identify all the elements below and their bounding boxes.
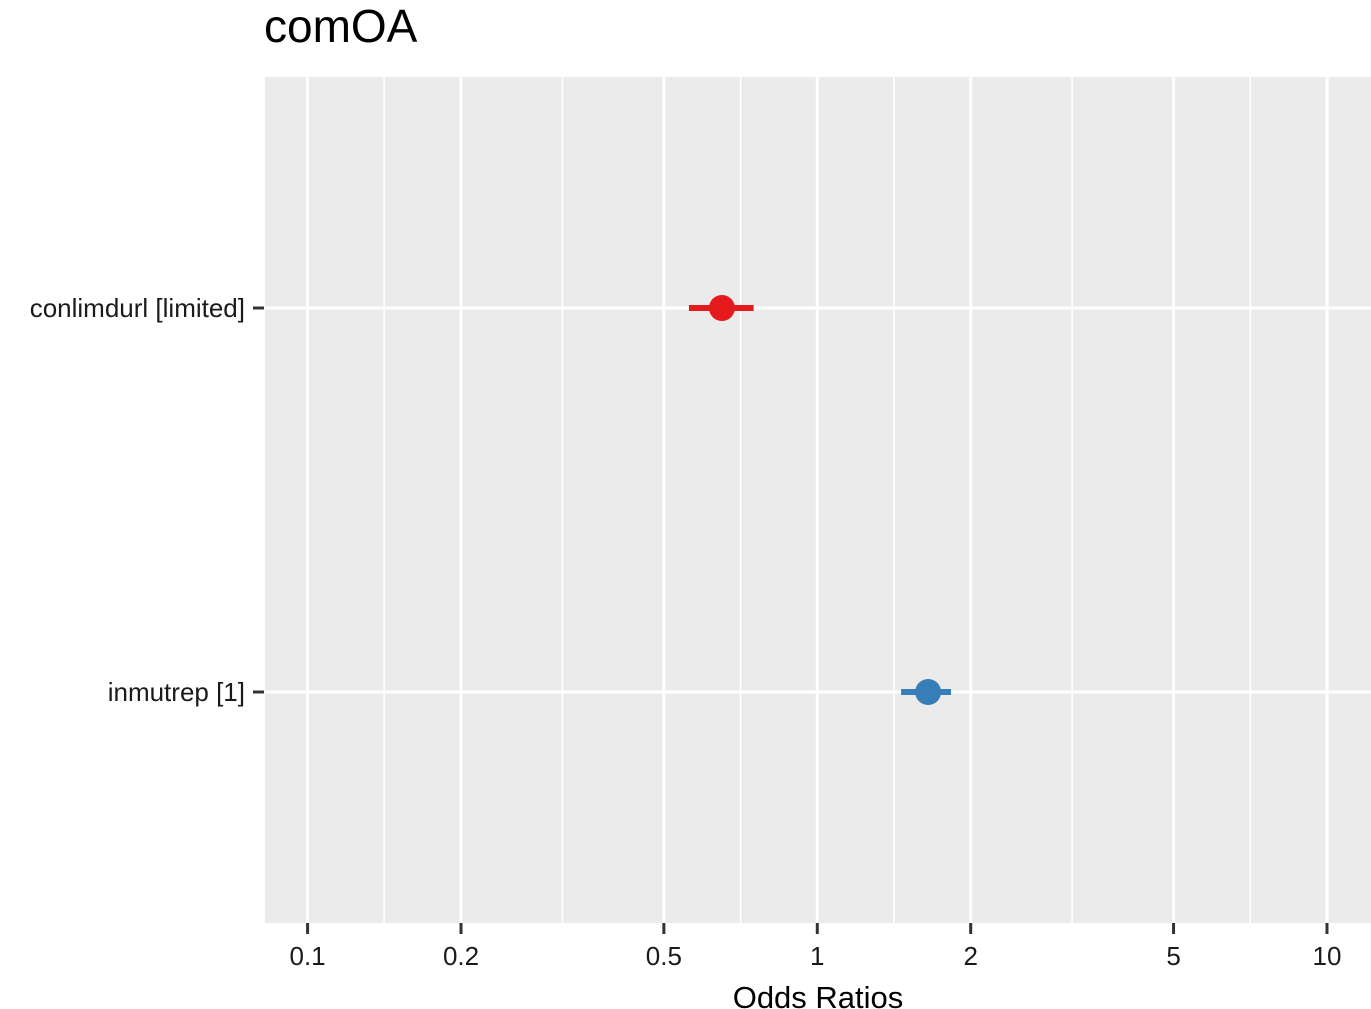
x-axis-title: Odds Ratios: [733, 980, 904, 1009]
major-gridlines: [265, 77, 1371, 923]
x-axis: 0.1 0.2 0.5 1 2 5 10: [290, 923, 1342, 971]
chart-title: comOA: [264, 0, 418, 52]
minor-gridlines: [383, 77, 1252, 923]
x-tick-label-6: 5: [1166, 941, 1180, 971]
estimate-point-1: [708, 295, 735, 321]
x-tick-label-2: 0.2: [443, 941, 479, 971]
y-tick-label-2: inmutrep [1]: [108, 677, 245, 707]
x-tick-label-7: 10: [1313, 941, 1342, 971]
y-tick-label-1: conlimdurl [limited]: [30, 293, 245, 323]
x-tick-label-4: 1: [810, 941, 824, 971]
x-tick-label-3: 0.5: [646, 941, 682, 971]
estimate-marks: [688, 295, 952, 705]
x-tick-label-1: 0.1: [290, 941, 326, 971]
x-tick-label-5: 2: [963, 941, 977, 971]
y-axis: conlimdurl [limited] inmutrep [1]: [30, 293, 264, 707]
estimate-point-2: [915, 679, 942, 705]
